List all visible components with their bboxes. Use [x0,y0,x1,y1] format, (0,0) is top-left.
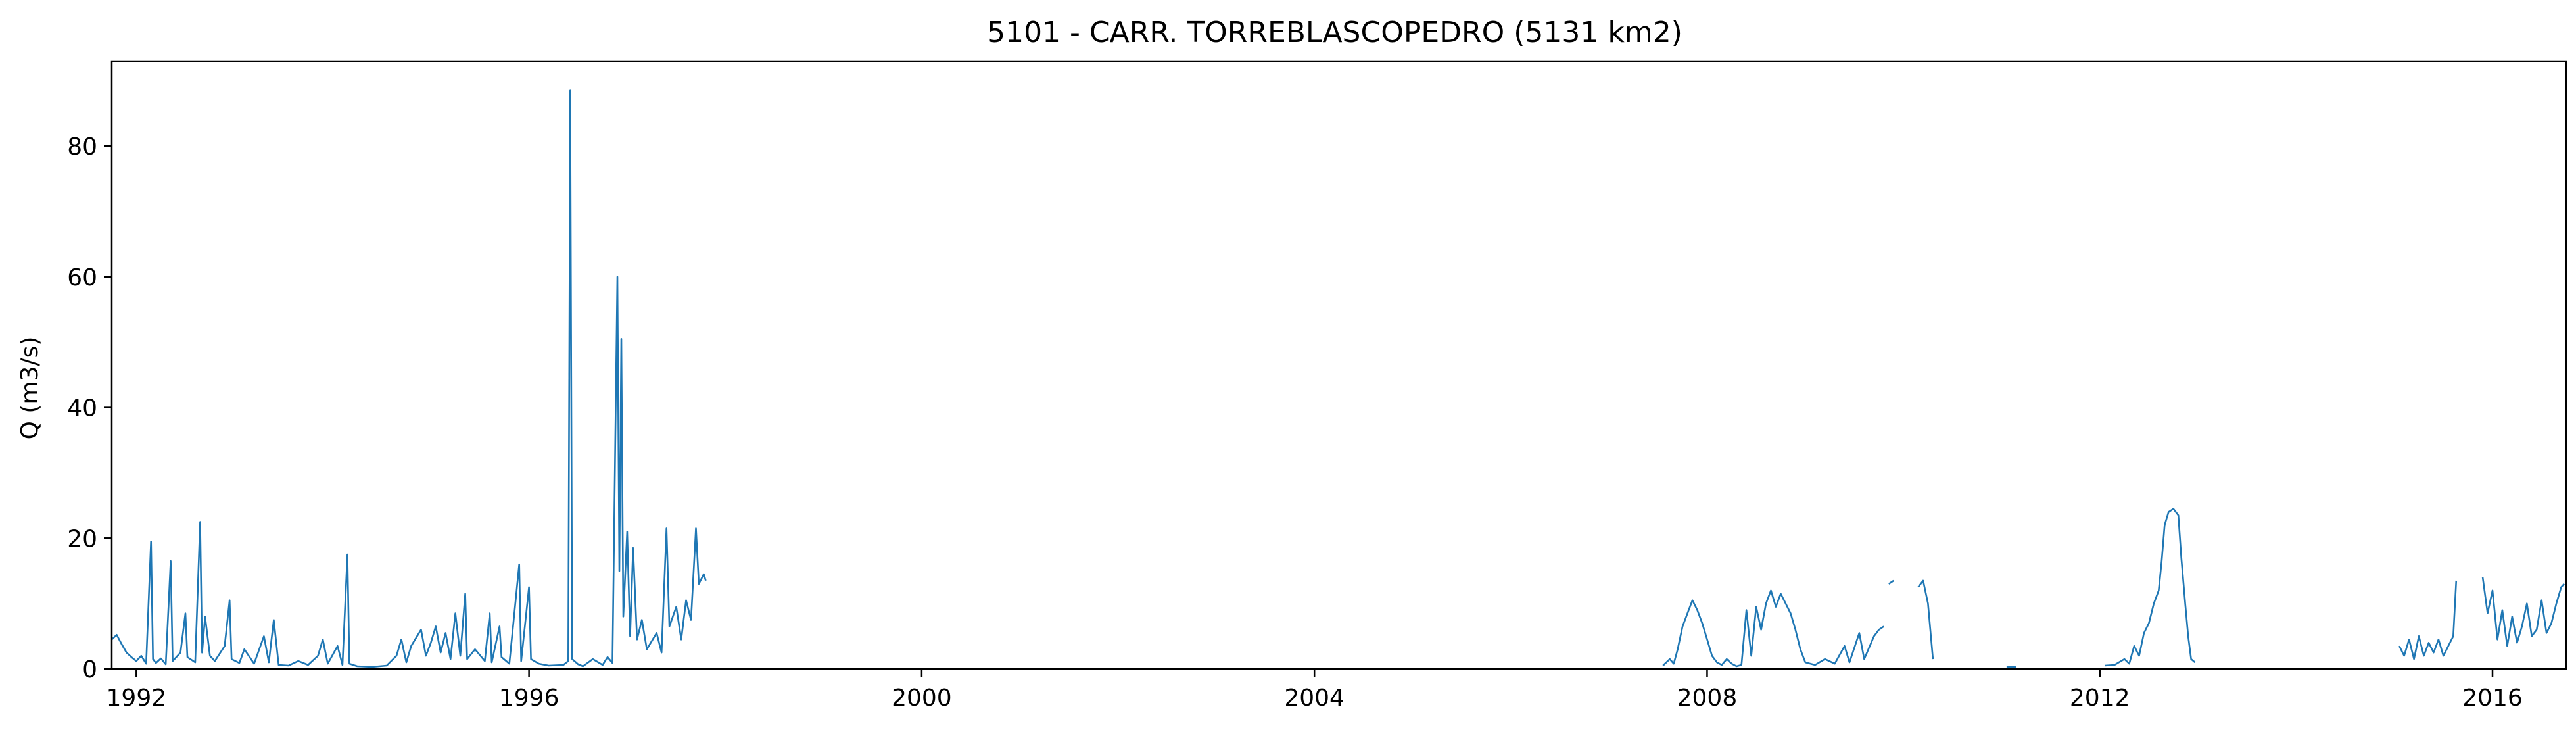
y-tick-label: 40 [67,395,97,422]
chart-title: 5101 - CARR. TORREBLASCOPEDRO (5131 km2) [987,16,1682,49]
series-line-segment [112,89,707,668]
series-line-segment [1917,579,1934,660]
x-tick-label: 2004 [1284,685,1345,712]
plot-area [112,89,2565,668]
x-tick-label: 2000 [892,685,952,712]
series-line-segment [1888,579,1894,585]
y-axis-label: Q (m3/s) [16,337,43,440]
x-tick-label: 2008 [1677,685,1738,712]
x-tick-label: 2012 [2070,685,2130,712]
series-group [112,89,2565,668]
x-tick-label: 1992 [107,685,167,712]
x-tick-label: 1996 [499,685,560,712]
y-tick-label: 60 [67,264,97,291]
x-tick-label: 2016 [2462,685,2523,712]
series-line-segment [2105,508,2196,667]
y-tick-label: 20 [67,526,97,552]
axes: 1992 1996 2000 2004 2008 2012 2016 0 20 40 60 80 [67,60,2567,712]
plot-frame [110,60,2567,670]
y-tick-label: 80 [67,134,97,160]
series-line-segment [1662,589,1884,668]
y-tick-label: 0 [82,656,97,683]
series-line-segment [2398,580,2458,660]
series-line-segment [2481,577,2565,647]
